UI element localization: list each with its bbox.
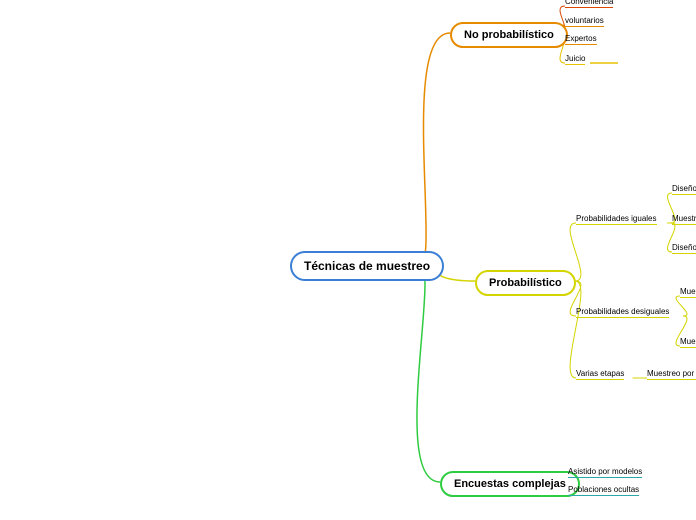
leaf-voluntarios: voluntarios (565, 16, 604, 27)
leaf-muestre1: Muestre (672, 214, 696, 225)
leaf-mue1: Mue (680, 287, 696, 298)
leaf-mue2: Mue (680, 337, 696, 348)
leaf-expertos: Expertos (565, 34, 597, 45)
mid-varias-etapas: Varias etapas (576, 369, 624, 380)
branch-no-prob: No probabilístico (450, 22, 568, 48)
mid-prob-iguales: Probabilidades iguales (576, 214, 657, 225)
mid-prob-desiguales: Probabilidades desiguales (576, 307, 669, 318)
branch-prob: Probabilístico (475, 270, 576, 296)
leaf-diseno2: Diseño c (672, 243, 696, 254)
branch-encuestas: Encuestas complejas (440, 471, 580, 497)
root-node: Técnicas de muestreo (290, 251, 444, 281)
leaf-muestreo-con: Muestreo por con (647, 369, 696, 380)
leaf-poblaciones: Poblaciones ocultas (568, 485, 639, 496)
leaf-diseno1: Diseño c (672, 184, 696, 195)
leaf-asistido: Asistido por modelos (568, 467, 642, 478)
leaf-juicio: Juicio (565, 54, 585, 65)
leaf-conveniencia: Conveniencia (565, 0, 613, 8)
